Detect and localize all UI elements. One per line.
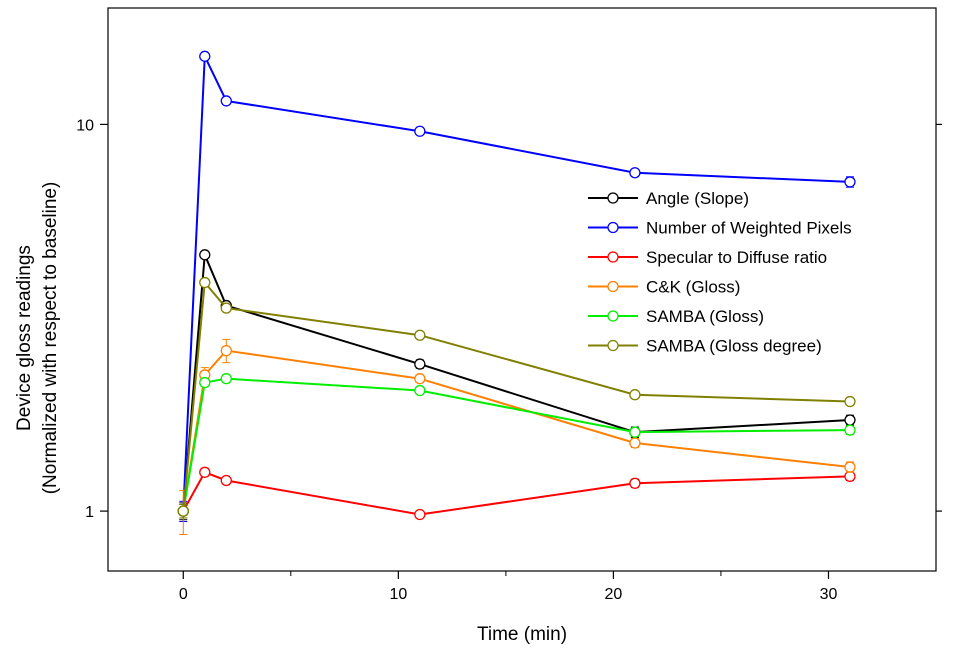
legend-item: C&K (Gloss): [588, 278, 740, 297]
data-point: [220, 344, 232, 357]
series-line: [182, 55, 851, 512]
legend-swatch-marker: [607, 310, 619, 322]
y-axis-title-line-1: Device gloss readings: [14, 245, 35, 431]
legend-swatch-marker: [607, 251, 619, 263]
data-point: [199, 466, 211, 478]
legend-label: SAMBA (Gloss degree): [646, 337, 822, 356]
data-point: [414, 384, 426, 397]
data-point: [844, 424, 856, 436]
series-specular-to-diffuse-ratio: [177, 466, 856, 521]
data-point: [844, 414, 856, 426]
data-point: [220, 95, 232, 107]
series-line: [182, 377, 850, 512]
data-point: [199, 276, 211, 289]
data-point: [199, 50, 211, 62]
y-tick-label: 10: [76, 117, 94, 134]
legend-item: Number of Weighted Pixels: [588, 219, 852, 238]
x-axis-title: Time (min): [477, 624, 567, 645]
series-line: [182, 280, 851, 512]
data-point: [629, 389, 641, 401]
legend-label: SAMBA (Gloss): [646, 307, 764, 326]
data-point: [414, 508, 426, 521]
legend-swatch-marker: [607, 339, 619, 352]
legend-swatch-marker: [607, 221, 619, 234]
legend-label: C&K (Gloss): [646, 278, 740, 297]
legend-swatch-marker: [607, 192, 619, 204]
series-line: [182, 471, 851, 516]
data-point: [414, 329, 426, 341]
legend-swatch-marker: [607, 280, 619, 293]
legend-label: Angle (Slope): [646, 189, 749, 208]
plot-frame: [107, 7, 937, 572]
data-point: [414, 125, 426, 137]
data-point: [177, 505, 189, 517]
axes-layer: 0 10 20 30 1 10: [76, 7, 942, 603]
legend-label: Specular to Diffuse ratio: [646, 248, 827, 267]
data-point: [629, 477, 641, 489]
legend: Angle (Slope) Number of Weighted Pixels Sp…: [588, 189, 852, 356]
data-point: [844, 176, 856, 188]
data-point: [414, 373, 426, 385]
data-point: [220, 373, 232, 385]
series-layer: [177, 50, 856, 535]
legend-item: Angle (Slope): [588, 189, 749, 208]
data-point: [199, 249, 211, 261]
y-tick-label: 1: [85, 504, 94, 521]
series-c-k-gloss: [177, 338, 856, 535]
series-samba-gloss-degree: [177, 276, 856, 519]
x-tick-label: 30: [820, 586, 838, 603]
data-point: [199, 376, 211, 389]
data-point: [629, 426, 641, 438]
data-point: [220, 302, 232, 314]
x-tick-label: 20: [605, 586, 623, 603]
data-point: [220, 474, 232, 487]
legend-item: Specular to Diffuse ratio: [588, 248, 827, 267]
data-point: [844, 470, 856, 482]
data-point: [844, 395, 856, 408]
series-number-of-weighted-pixels: [177, 50, 856, 522]
y-axis-title-line-2: (Normalized with respect to baseline): [40, 182, 61, 495]
x-tick-label: 0: [179, 586, 188, 603]
data-point: [844, 461, 856, 473]
series-line: [182, 254, 851, 512]
legend-label: Number of Weighted Pixels: [646, 219, 852, 238]
legend-item: SAMBA (Gloss): [588, 307, 764, 326]
data-point: [414, 358, 426, 370]
data-point: [629, 167, 641, 179]
legend-item: SAMBA (Gloss degree): [588, 337, 822, 356]
data-point: [629, 437, 641, 449]
series-line: [182, 349, 851, 512]
x-tick-label: 10: [389, 586, 407, 603]
